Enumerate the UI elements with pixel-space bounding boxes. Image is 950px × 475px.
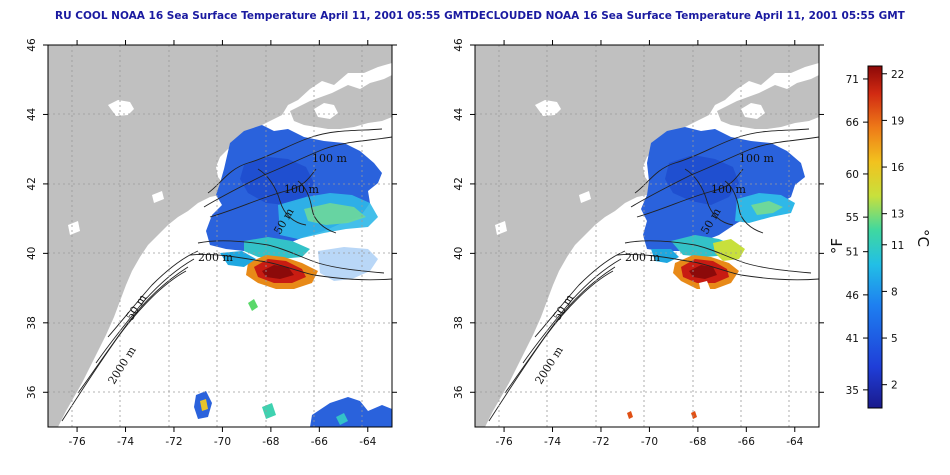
contour-label-100m-2: 100 m bbox=[284, 183, 319, 196]
fahrenheit-unit-label: °F bbox=[828, 238, 846, 254]
contour-label-200m: 200 m bbox=[625, 251, 660, 264]
lon-tick-label: -64 bbox=[359, 436, 376, 448]
lat-tick-label: 44 bbox=[453, 107, 465, 121]
contour-label-200m: 200 m bbox=[198, 251, 233, 264]
celsius-tick-label: 5 bbox=[891, 333, 898, 345]
map-panel-declouded: 100 m 100 m 50 m 200 m 50 m 2000 m bbox=[474, 44, 820, 428]
lat-tick-label: 38 bbox=[453, 316, 465, 329]
lon-tick-label: -76 bbox=[68, 436, 85, 448]
map-panel-raw: 100 m 100 m 50 m 200 m 50 m 2000 m bbox=[47, 44, 393, 428]
fahrenheit-tick-label: 41 bbox=[846, 333, 859, 345]
colorbar: 22 19 16 13 11 8 5 2 71 66 60 55 51 46 41 35 °F °C bbox=[828, 65, 932, 409]
lat-tick-label: 38 bbox=[26, 316, 38, 329]
lon-tick-label: -74 bbox=[544, 436, 561, 448]
lon-tick-label: -66 bbox=[311, 436, 328, 448]
celsius-tick-label: 11 bbox=[891, 240, 904, 252]
sst-field bbox=[194, 125, 392, 427]
axes-declouded: -76 -74 -72 -70 -68 -66 -64 36 38 40 42 44 46 bbox=[453, 38, 824, 448]
lat-tick-label: 42 bbox=[26, 177, 38, 190]
celsius-tick-label: 2 bbox=[891, 380, 898, 392]
map-title-declouded: DECLOUDED NOAA 16 Sea Surface Temperatur… bbox=[470, 10, 905, 22]
fahrenheit-tick-label: 46 bbox=[846, 290, 860, 302]
contour-label-100m-2: 100 m bbox=[711, 183, 746, 196]
contour-label-100m: 100 m bbox=[739, 152, 774, 165]
fahrenheit-tick-label: 51 bbox=[846, 247, 859, 259]
lat-tick-label: 44 bbox=[26, 107, 38, 121]
celsius-tick-label: 22 bbox=[891, 69, 904, 81]
lon-tick-label: -66 bbox=[738, 436, 755, 448]
lon-tick-label: -68 bbox=[262, 436, 279, 448]
colorbar-ticks: 22 19 16 13 11 8 5 2 71 66 60 55 51 46 41 35 bbox=[846, 69, 905, 397]
celsius-tick-label: 19 bbox=[891, 115, 904, 127]
map-frame bbox=[474, 44, 820, 428]
lon-tick-label: -68 bbox=[689, 436, 706, 448]
lon-tick-label: -70 bbox=[641, 436, 658, 448]
lon-tick-label: -76 bbox=[495, 436, 512, 448]
lat-tick-label: 40 bbox=[26, 247, 38, 260]
fahrenheit-tick-label: 55 bbox=[846, 212, 859, 224]
map-title-raw: RU COOL NOAA 16 Sea Surface Temperature … bbox=[55, 10, 471, 22]
axes-raw: -76 -74 -72 -70 -68 -66 -64 36 38 40 42 44 46 bbox=[26, 38, 397, 448]
map-frame bbox=[47, 44, 393, 428]
celsius-tick-label: 8 bbox=[891, 286, 898, 298]
lon-tick-label: -74 bbox=[117, 436, 134, 448]
fahrenheit-tick-label: 35 bbox=[846, 385, 859, 397]
lon-tick-label: -70 bbox=[214, 436, 231, 448]
lat-tick-label: 46 bbox=[26, 38, 38, 52]
fahrenheit-tick-label: 71 bbox=[846, 74, 859, 86]
fahrenheit-tick-label: 66 bbox=[846, 117, 860, 129]
celsius-unit-label: °C bbox=[914, 229, 932, 247]
lat-lon-grid bbox=[48, 45, 392, 427]
lat-tick-label: 40 bbox=[453, 247, 465, 260]
lat-tick-label: 46 bbox=[453, 38, 465, 52]
celsius-tick-label: 16 bbox=[891, 162, 905, 174]
lon-tick-label: -72 bbox=[592, 436, 609, 448]
celsius-tick-label: 13 bbox=[891, 209, 904, 221]
lon-tick-label: -72 bbox=[165, 436, 182, 448]
lat-tick-label: 36 bbox=[26, 385, 38, 399]
lat-tick-label: 42 bbox=[453, 177, 465, 190]
colorbar-scale bbox=[867, 65, 883, 409]
lat-lon-grid bbox=[475, 45, 819, 427]
lon-tick-label: -64 bbox=[786, 436, 803, 448]
contour-label-100m: 100 m bbox=[312, 152, 347, 165]
fahrenheit-tick-label: 60 bbox=[846, 169, 859, 181]
lat-tick-label: 36 bbox=[453, 385, 465, 399]
